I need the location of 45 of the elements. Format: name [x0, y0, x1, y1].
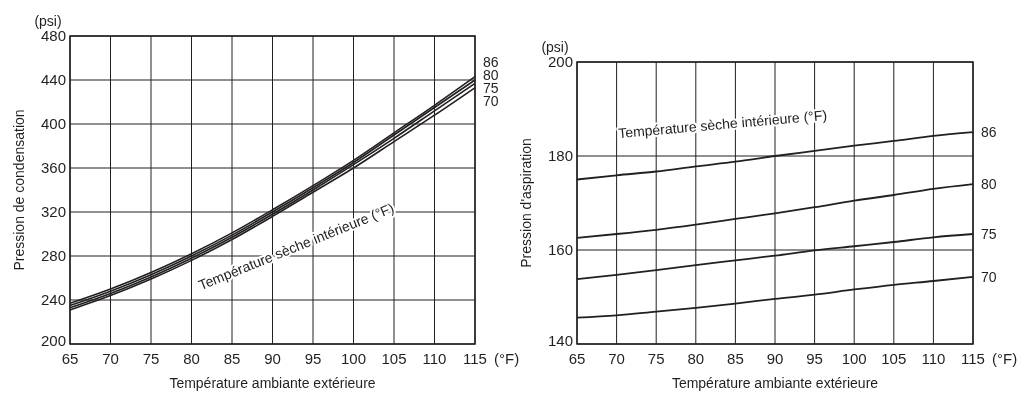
- y-tick-label: 400: [40, 115, 66, 133]
- x-axis-title: Température ambiante extérieure: [169, 375, 376, 391]
- x-tick-label: 95: [304, 350, 322, 367]
- x-tick-label: 105: [381, 350, 407, 367]
- series-label: 86: [981, 123, 997, 140]
- x-tick-label: 90: [766, 350, 784, 367]
- x-tick-label: 70: [608, 350, 625, 367]
- x-tick-label: 115: [961, 350, 985, 367]
- y-tick-label: 180: [547, 147, 573, 165]
- x-tick-label: 90: [264, 350, 281, 367]
- x-tick-label: 75: [142, 350, 160, 367]
- y-tick-label: 140: [547, 331, 573, 349]
- series-label: 75: [981, 225, 997, 242]
- x-axis-title: Température ambiante extérieure: [671, 375, 879, 391]
- x-tick-label: 85: [727, 350, 744, 367]
- text: (°F): [992, 350, 1018, 367]
- x-tick-label: 100: [841, 350, 867, 367]
- x-tick-label: 85: [223, 350, 241, 367]
- text: (psi): [34, 13, 62, 29]
- x-tick-label: 95: [806, 350, 823, 367]
- y-tick-label: 160: [547, 241, 573, 259]
- x-tick-label: 105: [881, 350, 907, 367]
- y-axis-title: Pression de condensation: [11, 109, 27, 271]
- series-label: 80: [981, 176, 997, 193]
- x-tick-label: 110: [422, 350, 447, 367]
- x-tick-label: 80: [687, 350, 705, 367]
- x-tick-label: 65: [568, 350, 586, 367]
- x-tick-label: 70: [102, 350, 119, 367]
- series-label: 70: [981, 268, 997, 285]
- y-tick-label: 280: [40, 247, 66, 265]
- y-tick-label: 440: [40, 71, 66, 89]
- text: (°F): [494, 350, 520, 367]
- y-axis-title: Pression d'aspiration: [518, 138, 534, 268]
- text: (psi): [541, 39, 569, 55]
- y-tick-label: 360: [40, 159, 66, 177]
- y-tick-label: 240: [40, 291, 66, 309]
- y-tick-label: 200: [40, 331, 66, 349]
- x-tick-label: 100: [340, 350, 367, 367]
- y-tick-label: 320: [40, 203, 66, 221]
- x-tick-label: 110: [921, 350, 946, 367]
- annotation: Température sèche intérieure (°F): [617, 106, 828, 142]
- x-tick-label: 115: [463, 350, 487, 367]
- x-tick-label: 80: [183, 350, 200, 367]
- x-tick-label: 65: [61, 350, 79, 367]
- x-tick-label: 75: [647, 350, 665, 367]
